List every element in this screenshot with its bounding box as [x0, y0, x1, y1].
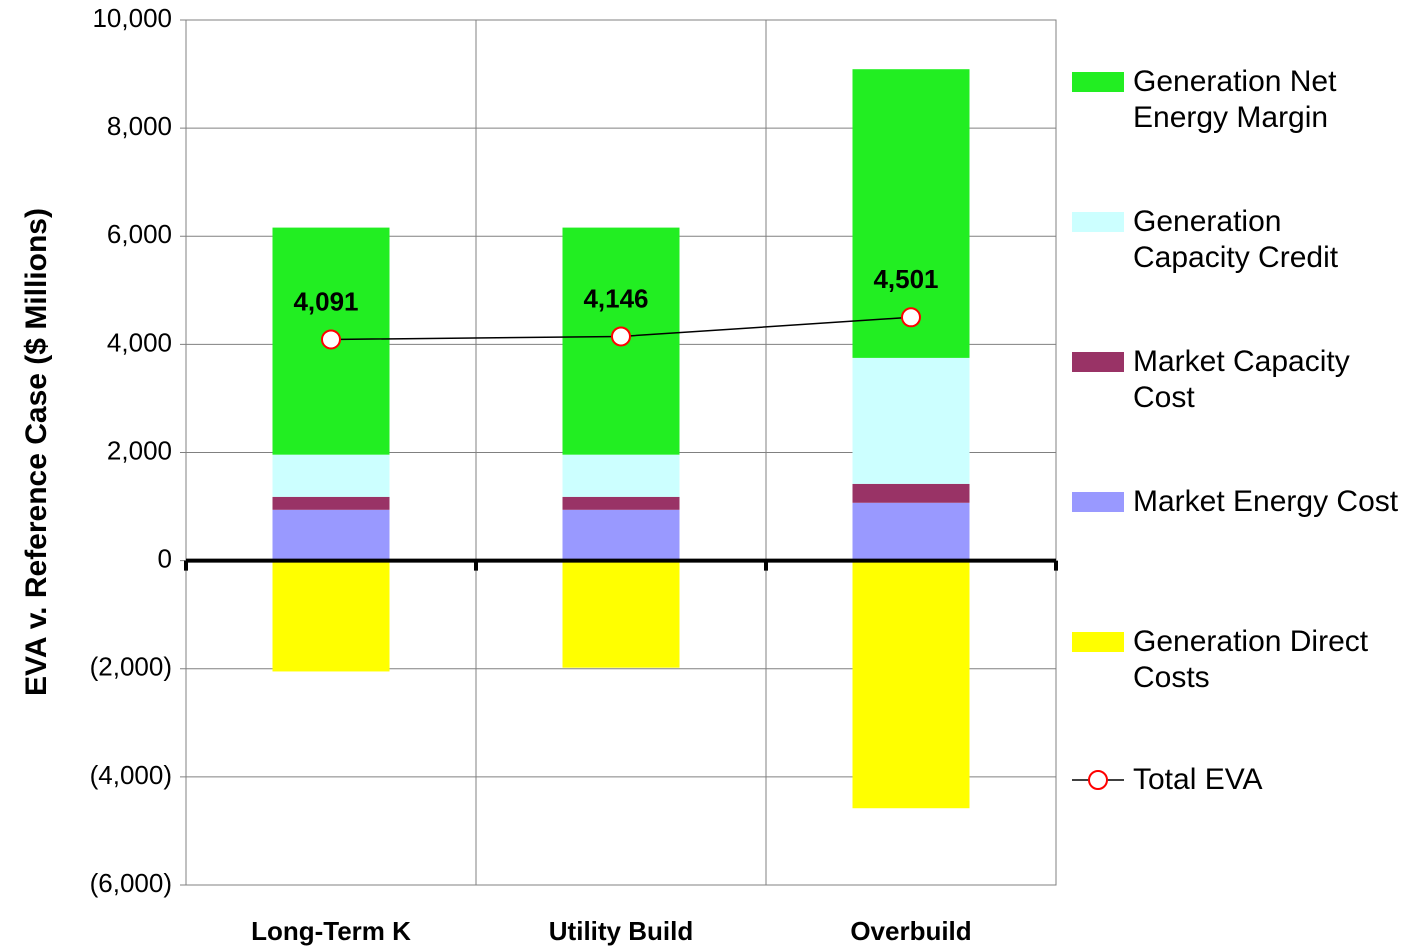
- y-tick-label: 10,000: [92, 3, 172, 33]
- legend-entry: Generation Net Energy Margin: [1072, 64, 1403, 136]
- bar-segment: [562, 509, 680, 561]
- line-marker: [901, 307, 921, 328]
- legend-label: Market Capacity Cost: [1133, 345, 1350, 414]
- line-marker: [321, 329, 341, 350]
- y-tick-label: (6,000): [90, 868, 172, 898]
- legend-entry: Market Capacity Cost: [1072, 344, 1403, 416]
- legend-swatch: [1072, 352, 1124, 372]
- legend-swatch: [1072, 492, 1124, 512]
- bar-segment: [272, 454, 390, 497]
- legend-entry: Generation Capacity Credit: [1072, 204, 1403, 276]
- data-label: 4,146: [583, 283, 648, 313]
- y-tick-label: (4,000): [90, 760, 172, 790]
- x-tick-label: Long-Term K: [251, 916, 411, 946]
- bar-segment: [852, 502, 970, 561]
- legend-entry: Generation Direct Costs: [1072, 624, 1403, 696]
- y-tick-label: 2,000: [107, 435, 172, 465]
- bar-segment: [852, 357, 970, 484]
- legend-swatch: [1072, 632, 1124, 652]
- bar-segment: [562, 454, 680, 497]
- y-tick-label: 6,000: [107, 219, 172, 249]
- legend-swatch: [1072, 72, 1124, 92]
- bar-segment: [272, 496, 390, 510]
- bar-segment: [852, 560, 970, 809]
- legend-entry: Market Energy Cost: [1072, 484, 1403, 520]
- legend-label: Generation Direct Costs: [1133, 625, 1369, 694]
- bar-segment: [272, 509, 390, 561]
- x-tick-label: Utility Build: [549, 916, 693, 946]
- legend-label: Market Energy Cost: [1133, 485, 1399, 518]
- x-tick-label: Overbuild: [850, 916, 971, 946]
- bar-segment: [562, 496, 680, 510]
- legend-swatch: [1072, 212, 1124, 232]
- legend-label: Generation Capacity Credit: [1133, 205, 1339, 274]
- bar-segment: [852, 483, 970, 503]
- y-axis-title: EVA v. Reference Case ($ Millions): [20, 208, 53, 696]
- data-label: 4,501: [873, 264, 938, 294]
- y-tick-label: (2,000): [90, 652, 172, 682]
- y-tick-label: 8,000: [107, 111, 172, 141]
- legend-label: Generation Net Energy Margin: [1133, 65, 1337, 134]
- bar-segment: [272, 560, 390, 672]
- legend-label: Total EVA: [1133, 763, 1263, 796]
- data-label: 4,091: [293, 286, 358, 316]
- legend-entry: Total EVA: [1072, 762, 1403, 798]
- legend-swatch: [1072, 770, 1124, 790]
- bar-segment: [562, 560, 680, 668]
- y-tick-label: 4,000: [107, 327, 172, 357]
- line-marker: [611, 326, 631, 347]
- y-tick-label: 0: [158, 544, 172, 574]
